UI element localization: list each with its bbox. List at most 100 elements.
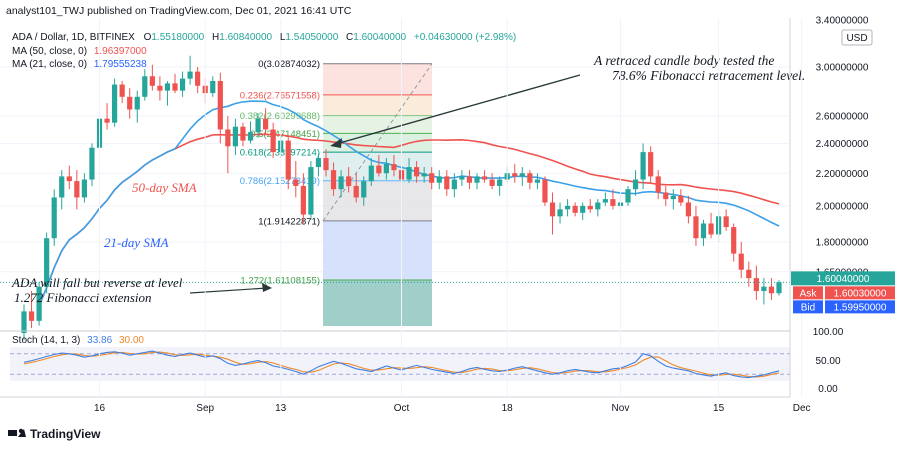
candle-body	[112, 84, 118, 123]
candle-body	[66, 176, 72, 182]
ma21-legend[interactable]: MA (21, close, 0) 1.79555238	[12, 59, 147, 70]
candle-body	[104, 118, 110, 123]
ma50-legend-value: 1.96397000	[94, 46, 147, 57]
candle-body	[338, 176, 344, 190]
candle-body	[557, 209, 563, 217]
fall-note-line2: 1.272 Fibonacci extension	[14, 290, 152, 305]
change-value: +0.04630000 (+2.98%)	[414, 32, 516, 43]
candle-body	[648, 152, 654, 177]
stoch-axis[interactable]: 100.00 50.00 0.00	[813, 327, 844, 395]
ohlc-c-value: 1.60040000	[353, 32, 406, 43]
ma50-legend[interactable]: MA (50, close, 0) 1.96397000	[12, 46, 147, 57]
time-tick-label: Sep	[196, 403, 214, 414]
stoch-legend[interactable]: Stoch (14, 1, 3) 33.86 30.00	[12, 335, 144, 346]
candle-body	[368, 165, 374, 182]
price-tick-label: 1.80000000	[816, 238, 869, 249]
ma21-legend-value: 1.79555238	[94, 59, 147, 70]
candle-body	[232, 126, 238, 147]
candle-body	[466, 176, 473, 183]
candle-body	[738, 253, 744, 270]
quote-tag-value: 1.60030000	[834, 288, 887, 299]
candle-body	[610, 199, 616, 206]
price-tick-label: 3.00000000	[816, 63, 869, 74]
last-price-tag	[791, 271, 895, 286]
ohlc-o-key: O	[144, 32, 152, 43]
fib-level-label: 1(1.91422871)	[258, 216, 320, 227]
candle-body	[51, 197, 57, 239]
candle-body	[723, 216, 729, 228]
candle-body	[36, 286, 42, 321]
fib-level-label: 0.382(2.60299688)	[240, 111, 320, 122]
candle-body	[731, 227, 737, 254]
time-tick-label: 13	[275, 403, 287, 414]
fib-zone	[323, 94, 432, 116]
fib-level-label: 0.618(2.33997214)	[240, 148, 320, 159]
candle-body	[481, 176, 488, 180]
fall-arrowhead-icon	[262, 283, 272, 292]
stoch-k-value: 33.86	[87, 335, 112, 346]
price-tick-label: 2.60000000	[816, 112, 869, 123]
candle-body	[421, 173, 427, 177]
fall-arrow	[189, 287, 269, 294]
candle-body	[655, 176, 661, 193]
price-tick-label: 2.20000000	[816, 169, 869, 180]
candle-body	[119, 84, 125, 97]
time-tick-label: 18	[502, 403, 514, 414]
ohlc-o-value: 1.55180000	[151, 32, 204, 43]
ma50-legend-label: MA (50, close, 0)	[12, 46, 87, 57]
candle-body	[444, 176, 450, 190]
price-tick-label: 3.40000000	[816, 16, 869, 27]
candle-body	[164, 83, 171, 91]
currency-badge[interactable]	[841, 29, 873, 46]
candle-body	[217, 80, 223, 130]
candle-body	[685, 202, 691, 217]
candle-body	[74, 181, 80, 198]
sma50-label: 50-day SMA	[132, 180, 197, 195]
candle-body	[293, 179, 299, 186]
stoch-tick-label: 0.00	[818, 384, 838, 395]
candle-body	[134, 96, 140, 110]
candle-body	[210, 80, 216, 94]
retrace-arrowhead-icon	[330, 138, 342, 148]
time-axis[interactable]: 16 Sep 13 Oct 18 Nov 15 Dec	[94, 18, 811, 414]
retrace-note-line1: A retraced candle body tested the	[593, 53, 774, 68]
candle-body	[429, 173, 435, 183]
stoch-band	[10, 347, 790, 381]
last-price-tag-label: 1.60040000	[817, 274, 870, 285]
candle-body	[21, 311, 27, 334]
price-axis[interactable]: 3.40000000 3.00000000 2.60000000 2.40000000…	[816, 16, 869, 279]
candle-body	[700, 223, 707, 239]
stoch-legend-label: Stoch (14, 1, 3)	[12, 335, 80, 346]
currency-label: USD	[846, 33, 867, 44]
candle-body	[768, 286, 775, 294]
tv-logo-shape-icon	[18, 429, 26, 437]
time-tick-label: Nov	[612, 403, 630, 414]
candle-body	[580, 205, 586, 213]
fibonacci-retracement[interactable]: 0(3.02874032) 0.236(2.76571558) 0.382(2.60…	[240, 59, 433, 326]
candle-body	[376, 165, 382, 174]
candle-body	[512, 173, 518, 177]
candle-body	[361, 181, 367, 198]
symbol-legend: ADA / Dollar, 1D, BITFINEX O1.55180000 H…	[12, 32, 516, 43]
fib-zone	[323, 63, 432, 95]
candle-body	[308, 167, 314, 215]
symbol-name: ADA / Dollar, 1D, BITFINEX	[12, 32, 135, 43]
candle-body	[300, 185, 306, 215]
candle-body	[527, 173, 533, 183]
retrace-arrow	[335, 74, 581, 145]
candle-body	[263, 118, 269, 130]
candle-body	[497, 179, 503, 186]
ohlc-c-key: C	[346, 32, 353, 43]
tradingview-logo[interactable]: TradingView	[8, 427, 101, 441]
candle-body	[489, 179, 495, 186]
ohlc-l-value: 1.54050000	[285, 32, 338, 43]
candle-body	[640, 152, 646, 180]
fib-zone	[323, 115, 432, 134]
fib-level-label: 0(3.02874032)	[258, 59, 320, 70]
candle-body	[565, 205, 571, 210]
candle-body	[595, 202, 601, 210]
ma21-legend-label: MA (21, close, 0)	[12, 59, 87, 70]
stoch-d-value: 30.00	[119, 335, 144, 346]
price-tags: 1.60040000 Ask 1.60030000 Bid 1.59950000	[791, 271, 895, 314]
